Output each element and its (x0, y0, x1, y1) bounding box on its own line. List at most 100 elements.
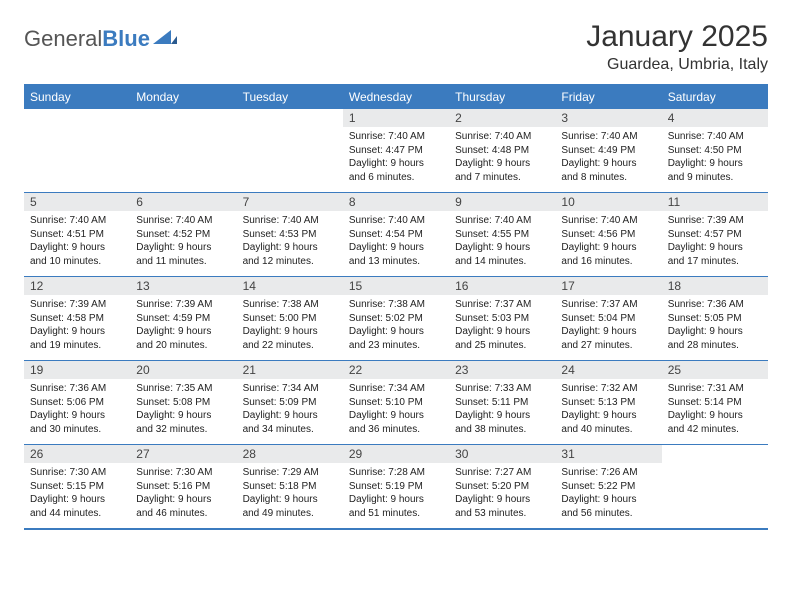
day-number: 14 (237, 277, 343, 295)
day-details: Sunrise: 7:40 AMSunset: 4:48 PMDaylight:… (449, 127, 555, 188)
weekday-header: Wednesday (343, 85, 449, 109)
day-number: 28 (237, 445, 343, 463)
calendar-day-cell: 3Sunrise: 7:40 AMSunset: 4:49 PMDaylight… (555, 109, 661, 193)
calendar-day-cell: 1Sunrise: 7:40 AMSunset: 4:47 PMDaylight… (343, 109, 449, 193)
day-number: 31 (555, 445, 661, 463)
weekday-header: Thursday (449, 85, 555, 109)
day-details: Sunrise: 7:38 AMSunset: 5:02 PMDaylight:… (343, 295, 449, 356)
calendar-day-cell: 8Sunrise: 7:40 AMSunset: 4:54 PMDaylight… (343, 193, 449, 277)
day-number: 8 (343, 193, 449, 211)
day-number: 19 (24, 361, 130, 379)
calendar-day-cell: 21Sunrise: 7:34 AMSunset: 5:09 PMDayligh… (237, 361, 343, 445)
calendar-day-cell: 17Sunrise: 7:37 AMSunset: 5:04 PMDayligh… (555, 277, 661, 361)
day-number: 26 (24, 445, 130, 463)
day-details: Sunrise: 7:35 AMSunset: 5:08 PMDaylight:… (130, 379, 236, 440)
day-number: 27 (130, 445, 236, 463)
day-number: 10 (555, 193, 661, 211)
day-number: 15 (343, 277, 449, 295)
day-details: Sunrise: 7:33 AMSunset: 5:11 PMDaylight:… (449, 379, 555, 440)
calendar-day-cell: 11Sunrise: 7:39 AMSunset: 4:57 PMDayligh… (662, 193, 768, 277)
weekday-header: Saturday (662, 85, 768, 109)
day-details: Sunrise: 7:30 AMSunset: 5:15 PMDaylight:… (24, 463, 130, 524)
day-details: Sunrise: 7:39 AMSunset: 4:57 PMDaylight:… (662, 211, 768, 272)
day-number: 25 (662, 361, 768, 379)
day-details: Sunrise: 7:36 AMSunset: 5:06 PMDaylight:… (24, 379, 130, 440)
calendar-week-row: 1Sunrise: 7:40 AMSunset: 4:47 PMDaylight… (24, 109, 768, 193)
day-details: Sunrise: 7:39 AMSunset: 4:58 PMDaylight:… (24, 295, 130, 356)
day-details: Sunrise: 7:40 AMSunset: 4:55 PMDaylight:… (449, 211, 555, 272)
weekday-header-row: SundayMondayTuesdayWednesdayThursdayFrid… (24, 85, 768, 109)
calendar-day-cell: 22Sunrise: 7:34 AMSunset: 5:10 PMDayligh… (343, 361, 449, 445)
location-text: Guardea, Umbria, Italy (586, 56, 768, 74)
calendar-day-cell: 28Sunrise: 7:29 AMSunset: 5:18 PMDayligh… (237, 445, 343, 529)
day-details: Sunrise: 7:39 AMSunset: 4:59 PMDaylight:… (130, 295, 236, 356)
calendar-day-cell: 20Sunrise: 7:35 AMSunset: 5:08 PMDayligh… (130, 361, 236, 445)
calendar-page: GeneralBlue January 2025 Guardea, Umbria… (0, 0, 792, 550)
day-details: Sunrise: 7:40 AMSunset: 4:51 PMDaylight:… (24, 211, 130, 272)
calendar-body: 1Sunrise: 7:40 AMSunset: 4:47 PMDaylight… (24, 109, 768, 529)
day-details: Sunrise: 7:34 AMSunset: 5:10 PMDaylight:… (343, 379, 449, 440)
day-details: Sunrise: 7:29 AMSunset: 5:18 PMDaylight:… (237, 463, 343, 524)
day-number: 6 (130, 193, 236, 211)
calendar-empty-cell (24, 109, 130, 193)
day-number: 17 (555, 277, 661, 295)
day-details: Sunrise: 7:40 AMSunset: 4:52 PMDaylight:… (130, 211, 236, 272)
day-details: Sunrise: 7:36 AMSunset: 5:05 PMDaylight:… (662, 295, 768, 356)
calendar-empty-cell (130, 109, 236, 193)
day-details: Sunrise: 7:37 AMSunset: 5:03 PMDaylight:… (449, 295, 555, 356)
day-details: Sunrise: 7:27 AMSunset: 5:20 PMDaylight:… (449, 463, 555, 524)
day-number: 4 (662, 109, 768, 127)
calendar-day-cell: 24Sunrise: 7:32 AMSunset: 5:13 PMDayligh… (555, 361, 661, 445)
calendar-day-cell: 30Sunrise: 7:27 AMSunset: 5:20 PMDayligh… (449, 445, 555, 529)
calendar-day-cell: 10Sunrise: 7:40 AMSunset: 4:56 PMDayligh… (555, 193, 661, 277)
calendar-day-cell: 26Sunrise: 7:30 AMSunset: 5:15 PMDayligh… (24, 445, 130, 529)
day-number: 16 (449, 277, 555, 295)
calendar-day-cell: 23Sunrise: 7:33 AMSunset: 5:11 PMDayligh… (449, 361, 555, 445)
day-number: 1 (343, 109, 449, 127)
calendar-day-cell: 16Sunrise: 7:37 AMSunset: 5:03 PMDayligh… (449, 277, 555, 361)
day-details: Sunrise: 7:40 AMSunset: 4:49 PMDaylight:… (555, 127, 661, 188)
logo-icon (153, 24, 177, 50)
day-details: Sunrise: 7:26 AMSunset: 5:22 PMDaylight:… (555, 463, 661, 524)
calendar-week-row: 12Sunrise: 7:39 AMSunset: 4:58 PMDayligh… (24, 277, 768, 361)
day-details: Sunrise: 7:40 AMSunset: 4:50 PMDaylight:… (662, 127, 768, 188)
title-block: January 2025 Guardea, Umbria, Italy (586, 20, 768, 74)
weekday-header: Sunday (24, 85, 130, 109)
calendar-empty-cell (237, 109, 343, 193)
day-number: 2 (449, 109, 555, 127)
weekday-header: Monday (130, 85, 236, 109)
day-number: 22 (343, 361, 449, 379)
day-number: 7 (237, 193, 343, 211)
day-details: Sunrise: 7:32 AMSunset: 5:13 PMDaylight:… (555, 379, 661, 440)
weekday-header: Friday (555, 85, 661, 109)
calendar-day-cell: 13Sunrise: 7:39 AMSunset: 4:59 PMDayligh… (130, 277, 236, 361)
calendar-day-cell: 9Sunrise: 7:40 AMSunset: 4:55 PMDaylight… (449, 193, 555, 277)
day-number: 5 (24, 193, 130, 211)
day-details: Sunrise: 7:28 AMSunset: 5:19 PMDaylight:… (343, 463, 449, 524)
day-details: Sunrise: 7:40 AMSunset: 4:53 PMDaylight:… (237, 211, 343, 272)
day-details: Sunrise: 7:40 AMSunset: 4:54 PMDaylight:… (343, 211, 449, 272)
calendar-day-cell: 15Sunrise: 7:38 AMSunset: 5:02 PMDayligh… (343, 277, 449, 361)
day-details: Sunrise: 7:34 AMSunset: 5:09 PMDaylight:… (237, 379, 343, 440)
calendar-day-cell: 5Sunrise: 7:40 AMSunset: 4:51 PMDaylight… (24, 193, 130, 277)
calendar-day-cell: 19Sunrise: 7:36 AMSunset: 5:06 PMDayligh… (24, 361, 130, 445)
day-number: 13 (130, 277, 236, 295)
calendar-day-cell: 27Sunrise: 7:30 AMSunset: 5:16 PMDayligh… (130, 445, 236, 529)
calendar-day-cell: 25Sunrise: 7:31 AMSunset: 5:14 PMDayligh… (662, 361, 768, 445)
calendar-day-cell: 7Sunrise: 7:40 AMSunset: 4:53 PMDaylight… (237, 193, 343, 277)
day-number: 30 (449, 445, 555, 463)
calendar-day-cell: 29Sunrise: 7:28 AMSunset: 5:19 PMDayligh… (343, 445, 449, 529)
calendar-table: SundayMondayTuesdayWednesdayThursdayFrid… (24, 84, 768, 530)
logo: GeneralBlue (24, 26, 177, 52)
day-number: 20 (130, 361, 236, 379)
day-details: Sunrise: 7:30 AMSunset: 5:16 PMDaylight:… (130, 463, 236, 524)
logo-text-blue: Blue (102, 26, 150, 52)
calendar-day-cell: 2Sunrise: 7:40 AMSunset: 4:48 PMDaylight… (449, 109, 555, 193)
logo-text-general: General (24, 26, 102, 52)
day-details: Sunrise: 7:40 AMSunset: 4:56 PMDaylight:… (555, 211, 661, 272)
day-number: 11 (662, 193, 768, 211)
day-number: 29 (343, 445, 449, 463)
calendar-day-cell: 14Sunrise: 7:38 AMSunset: 5:00 PMDayligh… (237, 277, 343, 361)
calendar-day-cell: 6Sunrise: 7:40 AMSunset: 4:52 PMDaylight… (130, 193, 236, 277)
weekday-header: Tuesday (237, 85, 343, 109)
